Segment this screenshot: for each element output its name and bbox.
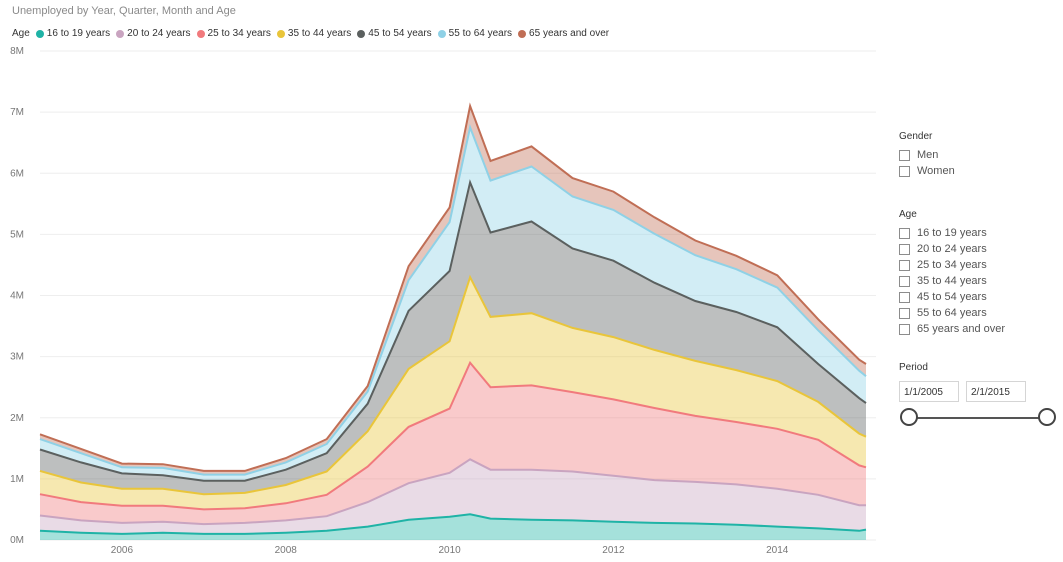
- line-55-to-64-years: [39, 123, 867, 476]
- line-35-to-44-years: [39, 274, 867, 496]
- checkbox-icon[interactable]: [899, 323, 910, 335]
- age-option-55-64[interactable]: 55 to 64 years: [899, 305, 1005, 321]
- y-tick-label: 4M: [10, 291, 24, 302]
- x-tick-label: 2010: [438, 545, 461, 556]
- legend-item-16-19[interactable]: 16 to 19 years: [35, 28, 110, 39]
- period-slicer: Period 1/1/2005 2/1/2015: [899, 362, 1059, 426]
- line-16-to-19-years: [39, 513, 867, 535]
- legend-title: Age: [12, 28, 30, 39]
- age-option-65-over[interactable]: 65 years and over: [899, 321, 1005, 337]
- checkbox-icon[interactable]: [899, 165, 910, 177]
- period-end-input[interactable]: 2/1/2015: [966, 381, 1026, 402]
- x-axis: 2006 2008 2010 2012 2014: [111, 545, 789, 556]
- checkbox-icon[interactable]: [899, 227, 910, 239]
- line-65-years-and-over: [39, 102, 867, 472]
- line-45-to-54-years: [39, 179, 867, 482]
- y-tick-label: 1M: [10, 474, 24, 485]
- period-slider-track[interactable]: [909, 417, 1047, 419]
- legend-dot-icon: [276, 29, 285, 38]
- y-tick-label: 2M: [10, 413, 24, 424]
- checkbox-icon[interactable]: [899, 291, 910, 303]
- chart-title: Unemployed by Year, Quarter, Month and A…: [12, 5, 236, 17]
- x-tick-label: 2006: [111, 545, 134, 556]
- legend-item-65-over[interactable]: 65 years and over: [518, 28, 609, 39]
- y-axis: 0M 1M 2M 3M 4M 5M 6M 7M 8M: [10, 46, 24, 546]
- chart-legend: Age 16 to 19 years 20 to 24 years 25 to …: [12, 28, 615, 39]
- age-option-16-19[interactable]: 16 to 19 years: [899, 225, 1005, 241]
- x-tick-label: 2008: [275, 545, 298, 556]
- y-tick-label: 3M: [10, 352, 24, 363]
- period-slider-end-handle[interactable]: [1038, 408, 1056, 426]
- legend-dot-icon: [518, 29, 527, 38]
- area-35-to-44-years[interactable]: [40, 277, 866, 510]
- area-top-lines: [39, 102, 867, 535]
- y-tick-label: 6M: [10, 168, 24, 179]
- checkbox-icon[interactable]: [899, 275, 910, 287]
- y-tick-label: 0M: [10, 535, 24, 546]
- checkbox-icon[interactable]: [899, 149, 910, 161]
- legend-item-55-64[interactable]: 55 to 64 years: [437, 28, 512, 39]
- y-tick-label: 8M: [10, 46, 24, 57]
- period-start-input[interactable]: 1/1/2005: [899, 381, 959, 402]
- checkbox-icon[interactable]: [899, 307, 910, 319]
- legend-dot-icon: [116, 29, 125, 38]
- age-slicer-title: Age: [899, 209, 917, 220]
- age-option-35-44[interactable]: 35 to 44 years: [899, 273, 1005, 289]
- age-option-25-34[interactable]: 25 to 34 years: [899, 257, 1005, 273]
- checkbox-icon[interactable]: [899, 243, 910, 255]
- line-20-to-24-years: [39, 458, 866, 526]
- legend-dot-icon: [437, 29, 446, 38]
- gridlines: [40, 50, 876, 541]
- gender-slicer-title: Gender: [899, 131, 933, 142]
- area-45-to-54-years[interactable]: [40, 182, 866, 495]
- area-layers: [40, 106, 866, 540]
- age-slicer: Age 16 to 19 years 20 to 24 years 25 to …: [899, 209, 1005, 337]
- stacked-area-chart: 0M 1M 2M 3M 4M 5M 6M 7M 8M 2006 2008 2010 2012 2014: [10, 46, 876, 556]
- area-25-to-34-years[interactable]: [40, 362, 866, 525]
- gender-option-women[interactable]: Women: [899, 163, 955, 179]
- legend-dot-icon: [357, 29, 366, 38]
- x-tick-label: 2012: [602, 545, 625, 556]
- legend-item-20-24[interactable]: 20 to 24 years: [116, 28, 191, 39]
- legend-item-25-34[interactable]: 25 to 34 years: [196, 28, 271, 39]
- area-20-to-24-years[interactable]: [40, 459, 866, 534]
- legend-item-45-54[interactable]: 45 to 54 years: [357, 28, 432, 39]
- age-option-45-54[interactable]: 45 to 54 years: [899, 289, 1005, 305]
- x-tick-label: 2014: [766, 545, 789, 556]
- line-25-to-34-years: [39, 360, 867, 511]
- gender-option-men[interactable]: Men: [899, 147, 955, 163]
- age-option-20-24[interactable]: 20 to 24 years: [899, 241, 1005, 257]
- period-slicer-title: Period: [899, 362, 928, 373]
- y-tick-label: 5M: [10, 229, 24, 240]
- y-tick-label: 7M: [10, 107, 24, 118]
- period-slider-start-handle[interactable]: [900, 408, 918, 426]
- checkbox-icon[interactable]: [899, 259, 910, 271]
- gender-slicer: Gender Men Women: [899, 131, 955, 179]
- legend-dot-icon: [196, 29, 205, 38]
- legend-dot-icon: [35, 29, 44, 38]
- legend-item-35-44[interactable]: 35 to 44 years: [276, 28, 351, 39]
- area-16-to-19-years[interactable]: [40, 514, 866, 540]
